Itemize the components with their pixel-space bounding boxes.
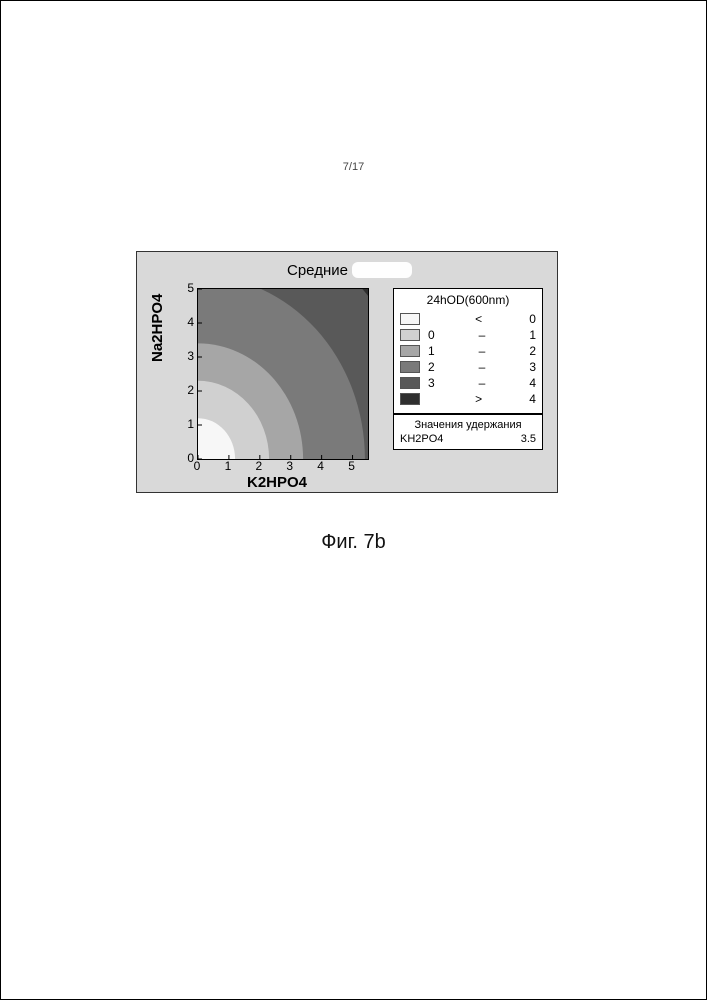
- legend-text: 1–2: [428, 344, 536, 358]
- y-tick-label: 2: [187, 383, 194, 397]
- title-erasure: [352, 262, 412, 278]
- legend-text: 0–1: [428, 328, 536, 342]
- legend-row: 0–1: [400, 327, 536, 343]
- page-number: 7/17: [343, 161, 364, 173]
- legend-text: <0: [428, 312, 536, 326]
- x-tick-label: 2: [255, 459, 262, 473]
- legend-row: <0: [400, 311, 536, 327]
- legend-text: >4: [428, 392, 536, 406]
- hold-title: Значения удержания: [400, 419, 536, 431]
- contour-plot: [197, 288, 369, 460]
- legend-text: 2–3: [428, 360, 536, 374]
- y-tick-label: 5: [187, 281, 194, 295]
- legend-swatch: [400, 329, 420, 341]
- legend-swatch: [400, 345, 420, 357]
- x-tick-label: 4: [317, 459, 324, 473]
- hold-values: Значения удержания KH2PO4 3.5: [393, 414, 543, 450]
- legend-row: 3–4: [400, 375, 536, 391]
- x-tick-label: 0: [194, 459, 201, 473]
- legend-row: >4: [400, 391, 536, 407]
- y-tick-label: 4: [187, 315, 194, 329]
- hold-value: 3.5: [521, 433, 536, 445]
- legend-swatch: [400, 377, 420, 389]
- figure-caption: Фиг. 7b: [321, 531, 386, 554]
- legend-row: 1–2: [400, 343, 536, 359]
- x-axis-label: K2HPO4: [247, 474, 307, 491]
- legend-swatch: [400, 393, 420, 405]
- legend-swatch: [400, 361, 420, 373]
- x-tick-label: 1: [225, 459, 232, 473]
- legend-title: 24hOD(600nm): [400, 293, 536, 307]
- legend-text: 3–4: [428, 376, 536, 390]
- hold-name: KH2PO4: [400, 433, 443, 445]
- chart-title: Средние: [287, 262, 348, 279]
- page: 7/17 Средние Na2HPO4 K2HPO4 0 1 2 3 4 5 0 1 2 3 4…: [0, 0, 707, 1000]
- y-ticks: 012345: [182, 288, 196, 458]
- legend-rows: <0 0–1 1–2 2–3 3–4 >4: [400, 311, 536, 407]
- legend-swatch: [400, 313, 420, 325]
- legend-row: 2–3: [400, 359, 536, 375]
- contour-svg: [198, 289, 368, 459]
- y-tick-label: 1: [187, 417, 194, 431]
- hold-row: KH2PO4 3.5: [400, 433, 536, 445]
- x-ticks: 0 1 2 3 4 5: [197, 459, 367, 473]
- figure-panel: Средние Na2HPO4 K2HPO4 0 1 2 3 4 5 0 1 2 3 4 5 24h…: [136, 251, 558, 493]
- legend: 24hOD(600nm) <0 0–1 1–2 2–3 3–4 >4: [393, 288, 543, 414]
- y-axis-label: Na2HPO4: [149, 294, 166, 362]
- y-tick-label: 3: [187, 349, 194, 363]
- x-tick-label: 3: [286, 459, 293, 473]
- x-tick-label: 5: [348, 459, 355, 473]
- hold-rows: KH2PO4 3.5: [400, 433, 536, 445]
